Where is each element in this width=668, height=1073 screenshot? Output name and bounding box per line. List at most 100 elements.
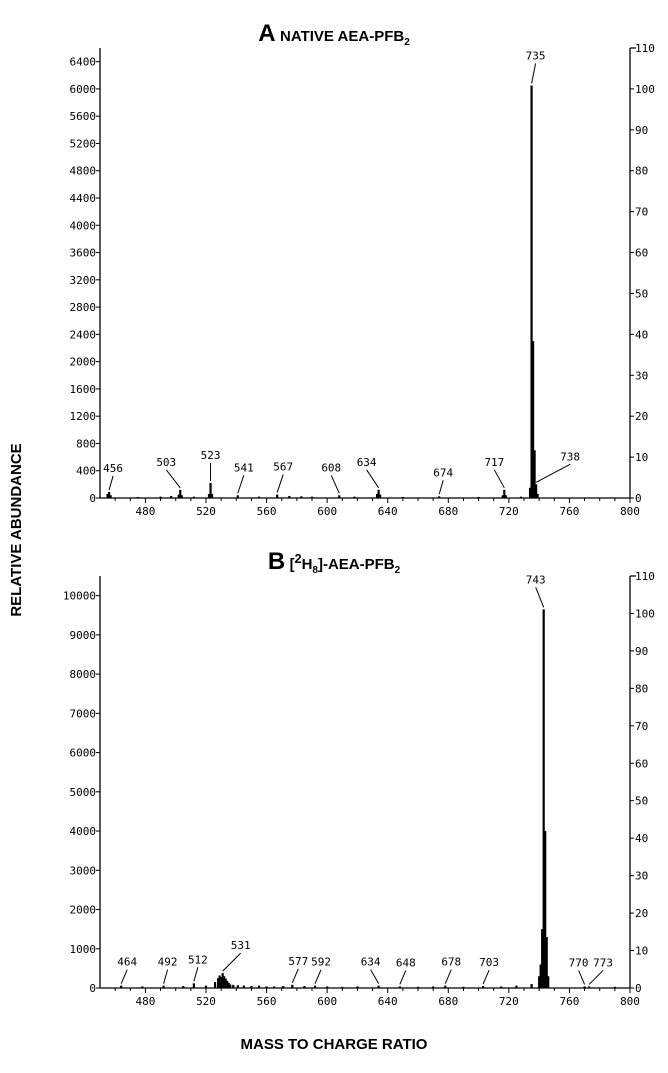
panel-a-label-leader — [438, 480, 444, 495]
panel-a-y2-tick-label: 40 — [635, 328, 648, 341]
y-axis-label: RELATIVE ABUNDANCE — [8, 443, 25, 616]
panel-a-y-tick-label: 2000 — [70, 356, 97, 369]
panel-b-peak-label: 648 — [396, 956, 416, 969]
panel-a-y-tick-label: 400 — [76, 465, 96, 478]
panel-b-y2-tick-label: 80 — [635, 682, 648, 695]
panel-b-y2-tick-label: 60 — [635, 757, 648, 770]
panel-a-x-tick-label: 520 — [196, 505, 216, 518]
panel-a-label-leader — [366, 469, 380, 489]
panel-a-y2-tick-label: 100 — [635, 83, 655, 96]
panel-a-label-leader — [165, 469, 181, 489]
panel-a-y2-tick-label: 60 — [635, 247, 648, 260]
panel-b-peak-label: 773 — [593, 956, 613, 969]
panel-a-label-leader — [330, 475, 340, 494]
panel-a-peak-label: 735 — [526, 50, 546, 63]
panel-b-label-leader — [314, 969, 322, 984]
panel-a-x-tick-label: 720 — [499, 505, 519, 518]
panel-a-y-tick-label: 1600 — [70, 383, 97, 396]
panel-b-title: B [2H8]-AEA-PFB2 — [0, 548, 668, 576]
panel-a-y2-tick-label: 90 — [635, 124, 648, 137]
panel-b-label-leader — [588, 970, 604, 985]
panel-b-title-text: ]-AEA-PFB — [317, 556, 395, 573]
panel-a-label-leader — [237, 475, 245, 494]
panel-b-letter: B — [267, 548, 286, 575]
panel-b-peak-label: 743 — [526, 573, 546, 586]
panel-b-title-superscript: 2 — [294, 552, 302, 566]
panel-a-title-subscript: 2 — [404, 37, 410, 49]
panel-a-x-tick-label: 560 — [257, 505, 277, 518]
panel-a-label-leader — [108, 475, 114, 491]
panel-b-label-leader — [291, 968, 299, 984]
panel-a-x-tick-label: 640 — [378, 505, 398, 518]
panel-a-title-text: NATIVE AEA-PFB — [280, 28, 405, 45]
panel-a-y-tick-label: 5600 — [70, 110, 97, 123]
panel-a-x-tick-label: 480 — [135, 505, 155, 518]
panel-b-y2-tick-label: 10 — [635, 945, 648, 958]
panel-a-peak-label: 523 — [201, 449, 221, 462]
panel-b-y-tick-label: 8000 — [70, 668, 97, 681]
panel-b-y2-tick-label: 90 — [635, 645, 648, 658]
panel-a-x-tick-label: 800 — [620, 505, 640, 518]
panel-b-peak-label: 678 — [441, 956, 461, 969]
panel-a-label-leader — [531, 63, 537, 84]
panel-b-label-leader — [370, 969, 380, 984]
panel-a-x-tick-label: 760 — [559, 505, 579, 518]
panel-a-y2-tick-label: 70 — [635, 206, 648, 219]
panel-b-y-tick-label: 2000 — [70, 904, 97, 917]
panel-a-title: A NATIVE AEA-PFB2 — [0, 20, 668, 48]
panel-b-title-subscript: 2 — [394, 565, 401, 576]
panel-b-label-leader — [482, 969, 490, 985]
panel-b-label-leader — [163, 969, 169, 984]
panel-b-y-tick-label: 6000 — [70, 747, 97, 760]
panel-a-y2-tick-label: 80 — [635, 165, 648, 178]
panel-a-y-tick-label: 2400 — [70, 328, 97, 341]
panel-b-y-tick-label: 3000 — [70, 864, 97, 877]
panel-a-y2-tick-label: 50 — [635, 287, 648, 300]
panel-a-x-tick-label: 680 — [438, 505, 458, 518]
panel-b-y2-tick-label: 20 — [635, 907, 648, 920]
panel-b-title-hydrogen: H — [301, 556, 313, 573]
panel-b-x-tick-label: 680 — [438, 995, 458, 1008]
panel-a-y2-tick-label: 10 — [635, 451, 648, 464]
panel-a-y-tick-label: 2800 — [70, 301, 97, 314]
panel-b-label-leader — [222, 952, 242, 972]
panel-b-y-tick-label: 7000 — [70, 707, 97, 720]
panel-b-y-tick-label: 0 — [89, 982, 96, 995]
panel-b-y2-tick-label: 40 — [635, 832, 648, 845]
panel-b-y-tick-label: 9000 — [70, 629, 97, 642]
panel-b-peak-label: 703 — [479, 956, 499, 969]
panel-b-x-tick-label: 600 — [317, 995, 337, 1008]
chart-panel-a: 0400800120016002000240028003200360040004… — [70, 42, 655, 518]
panel-b-peak-label: 577 — [288, 955, 308, 968]
panel-a-peak-label: 717 — [484, 456, 504, 469]
panel-a-y-tick-label: 4400 — [70, 192, 97, 205]
panel-b-title-hydrogen-subscript: 8 — [312, 565, 318, 576]
panel-a-y2-tick-label: 110 — [635, 42, 655, 55]
panel-b-y-tick-label: 4000 — [70, 825, 97, 838]
panel-b-peak-label: 634 — [361, 956, 381, 969]
panel-a-label-leader — [493, 469, 505, 489]
panel-b-x-tick-label: 800 — [620, 995, 640, 1008]
y-axis-label-wrapper: RELATIVE ABUNDANCE — [8, 443, 25, 616]
panel-b-x-tick-label: 720 — [499, 995, 519, 1008]
panel-b-label-leader — [444, 969, 452, 984]
chart-panel-b: 0100020003000400050006000700080009000100… — [63, 570, 655, 1008]
panel-b-y2-tick-label: 0 — [635, 982, 642, 995]
panel-b-x-tick-label: 640 — [378, 995, 398, 1008]
panel-b-x-tick-label: 560 — [257, 995, 277, 1008]
panel-a-peak-label: 608 — [321, 461, 341, 474]
panel-a-y-tick-label: 800 — [76, 437, 96, 450]
panel-a-y2-tick-label: 30 — [635, 369, 648, 382]
panel-b-title-bracket-open: [ — [289, 556, 295, 573]
panel-b-y-tick-label: 10000 — [63, 590, 96, 603]
panel-a-y-tick-label: 0 — [89, 492, 96, 505]
panel-a-y2-tick-label: 20 — [635, 410, 648, 423]
panel-a-y-tick-label: 3200 — [70, 274, 97, 287]
panel-b-label-leader — [578, 970, 586, 985]
panel-a-y2-tick-label: 0 — [635, 492, 642, 505]
panel-b-peak-label: 531 — [231, 939, 251, 952]
panel-a-peak-label: 738 — [560, 450, 580, 463]
panel-a-label-leader — [535, 463, 571, 483]
panel-b-y-tick-label: 5000 — [70, 786, 97, 799]
panel-a-peak-label: 567 — [273, 461, 293, 474]
